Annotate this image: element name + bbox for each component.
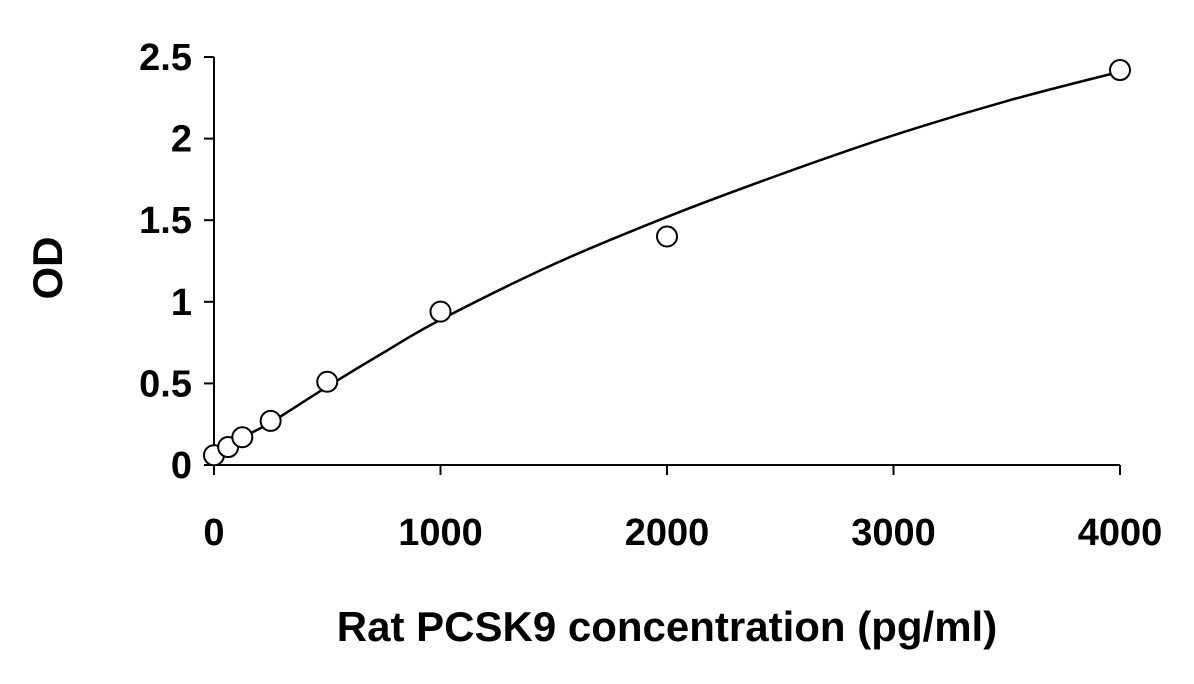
y-tick-label: 2	[171, 119, 192, 161]
y-axis-title: OD	[24, 237, 71, 300]
y-tick-label: 0	[171, 445, 192, 487]
y-tick-label: 1	[171, 282, 192, 324]
x-tick-label: 4000	[1078, 512, 1163, 554]
data-point	[316, 370, 339, 393]
data-point	[259, 409, 282, 432]
y-tick-label: 2.5	[139, 37, 192, 79]
y-tick-label: 0.5	[139, 363, 192, 405]
data-point	[1109, 59, 1131, 82]
data-point	[656, 225, 678, 248]
x-tick-label: 0	[203, 512, 224, 554]
x-axis-title: Rat PCSK9 concentration (pg/ml)	[337, 603, 997, 650]
data-point	[429, 300, 452, 323]
x-tick-label: 3000	[851, 512, 936, 554]
x-axis-ticks: 0 1000 2000 3000 4000	[203, 465, 1162, 554]
x-tick-label: 1000	[398, 512, 483, 554]
y-axis-ticks: 0 0.5 1 1.5 2 2.5	[139, 37, 214, 487]
y-tick-label: 1.5	[139, 200, 192, 242]
fit-curve	[213, 70, 1121, 456]
data-point	[231, 426, 254, 449]
x-tick-label: 2000	[625, 512, 710, 554]
data-points	[203, 59, 1131, 467]
